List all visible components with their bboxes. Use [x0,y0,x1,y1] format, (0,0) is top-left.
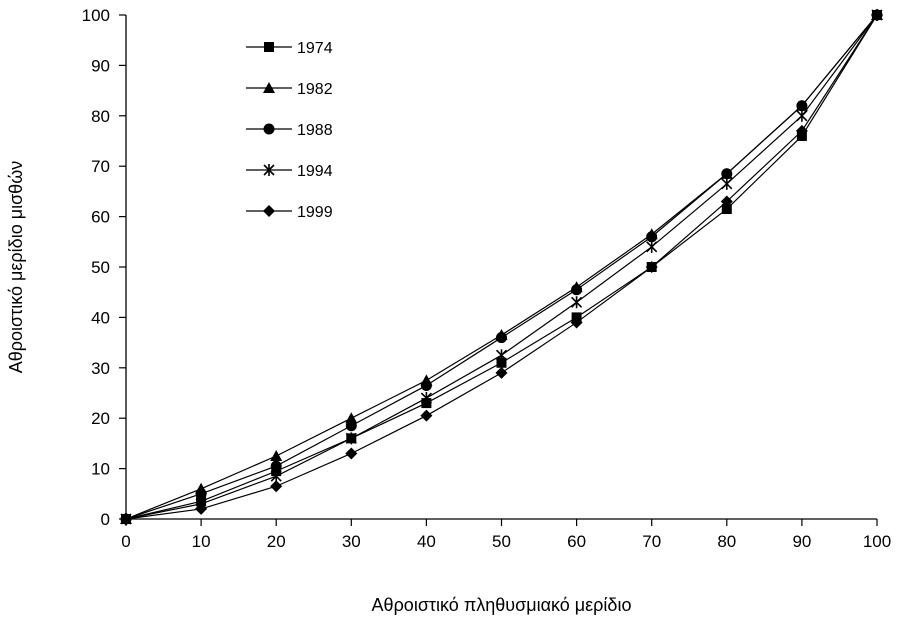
data-point-1999 [570,316,583,329]
legend-entry-1999: 1999 [246,204,333,221]
data-point-1994 [495,349,508,362]
data-point-1999 [495,366,508,379]
axes: 0 10 20 30 40 50 60 70 80 90 100 0 10 20 30 40 50 60 70 80 9… [82,6,892,551]
y-tick-label: 40 [91,308,110,327]
legend-entry-1982: 1982 [246,81,333,98]
y-tick-label: 70 [91,157,110,176]
series-1974 [121,10,882,524]
series-1999 [120,9,883,525]
legend-label: 1982 [297,81,333,98]
series-1994 [120,9,883,525]
data-point-1999 [720,195,733,208]
y-tick-label: 50 [91,258,110,277]
legend-label: 1999 [297,204,333,221]
x-axis-title: Αθροιστικό πληθυσμιακό μερίδιο [372,595,632,615]
data-point-1999 [195,502,208,515]
legend-marker-circle [263,123,275,135]
legend-label: 1994 [297,163,333,180]
series-line-1974 [125,14,878,520]
data-point-1988 [496,332,507,344]
y-tick-label: 10 [91,460,110,479]
data-point-1988 [195,488,207,500]
x-tick-label: 70 [642,532,661,551]
x-tick-label: 90 [792,532,811,551]
y-tick-label: 80 [91,107,110,126]
data-point-1974 [721,204,732,215]
legend-label: 1988 [297,122,333,139]
series-layer [120,9,883,525]
data-point-1974 [496,357,507,368]
x-tick-label: 0 [121,532,130,551]
data-point-1994 [571,296,583,309]
y-axis-title: Αθροιστικό μερίδιο μισθών [6,161,26,373]
y-tick-label: 90 [91,56,110,75]
legend-entry-1988: 1988 [246,122,333,139]
series-line-1988 [125,14,878,520]
y-tick-label: 100 [82,6,110,25]
y-tick-label: 0 [101,510,110,529]
series-line-1982 [125,14,878,520]
legend-marker-diamond [263,205,275,217]
data-point-1999 [420,409,433,422]
x-tick-label: 10 [192,532,211,551]
legend-entry-1994: 1994 [246,163,333,180]
data-point-1988 [345,420,357,432]
x-tick-label: 50 [492,532,511,551]
legend: 1974 1982 1988 1994 1999 [246,40,333,221]
data-point-1999 [871,9,883,21]
legend-marker-triangle [263,82,275,93]
data-point-1999 [270,480,283,493]
series-line-1994 [125,14,878,520]
legend-marker-square [264,42,274,52]
legend-entry-1974: 1974 [246,40,333,57]
series-1988 [120,9,883,525]
data-point-1994 [420,392,432,405]
data-point-1988 [796,100,808,112]
x-tick-label: 40 [417,532,436,551]
data-point-1982 [345,412,358,424]
x-tick-label: 100 [863,532,891,551]
series-line-1999 [125,14,878,520]
data-point-1999 [645,261,658,273]
data-point-1999 [345,447,358,460]
x-tick-label: 60 [567,532,586,551]
series-1982 [120,9,883,524]
data-point-1988 [270,460,282,472]
data-point-1988 [420,379,432,391]
data-point-1994 [646,240,658,253]
x-tick-label: 20 [267,532,286,551]
data-point-1999 [120,513,132,525]
x-tick-label: 30 [342,532,361,551]
y-tick-label: 30 [91,359,110,378]
data-point-1999 [795,124,808,137]
data-point-1988 [646,231,658,243]
x-tick-label: 80 [717,532,736,551]
data-point-1994 [721,177,733,190]
y-tick-label: 60 [91,208,110,227]
data-point-1988 [721,168,733,180]
data-point-1994 [270,470,282,483]
data-point-1982 [270,450,283,461]
data-point-1988 [571,284,583,296]
legend-marker-asterisk [263,164,275,176]
data-point-1994 [796,109,808,122]
y-tick-label: 20 [91,409,110,428]
data-point-1994 [345,432,357,445]
legend-label: 1974 [297,40,333,57]
